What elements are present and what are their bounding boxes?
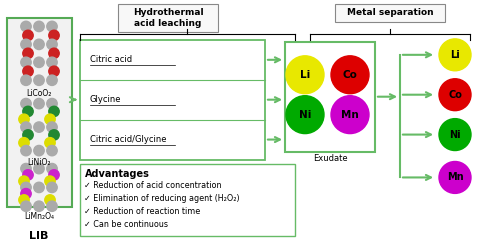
Circle shape: [21, 21, 31, 32]
Circle shape: [21, 57, 31, 68]
Circle shape: [49, 170, 59, 180]
Circle shape: [47, 145, 57, 156]
Text: Li: Li: [450, 50, 460, 60]
Text: Citric acid: Citric acid: [90, 55, 132, 64]
Circle shape: [21, 201, 31, 211]
Circle shape: [21, 182, 31, 193]
Circle shape: [45, 114, 55, 124]
Circle shape: [286, 56, 324, 94]
Circle shape: [23, 170, 33, 180]
FancyBboxPatch shape: [7, 18, 72, 207]
Text: Ni: Ni: [299, 110, 311, 120]
Text: Glycine: Glycine: [90, 95, 122, 104]
Circle shape: [23, 66, 33, 76]
Circle shape: [19, 114, 29, 124]
Text: Ni: Ni: [449, 130, 461, 140]
Circle shape: [49, 48, 59, 59]
Circle shape: [23, 106, 33, 117]
Text: ✓ Can be continuous: ✓ Can be continuous: [84, 220, 168, 229]
Circle shape: [47, 75, 57, 85]
Circle shape: [47, 201, 57, 211]
Circle shape: [21, 163, 31, 174]
FancyBboxPatch shape: [80, 40, 265, 160]
Circle shape: [21, 39, 31, 50]
Circle shape: [34, 122, 44, 132]
Circle shape: [34, 57, 44, 68]
Circle shape: [331, 96, 369, 133]
Circle shape: [47, 182, 57, 193]
Text: LiNiO₂: LiNiO₂: [27, 158, 51, 166]
Circle shape: [21, 145, 31, 156]
Circle shape: [34, 201, 44, 211]
Circle shape: [47, 163, 57, 174]
Text: Mn: Mn: [447, 173, 463, 183]
Text: ✓ Reduction of acid concentration: ✓ Reduction of acid concentration: [84, 182, 221, 190]
Text: LiCoO₂: LiCoO₂: [26, 89, 52, 98]
Circle shape: [47, 98, 57, 109]
Text: ✓ Reduction of reaction time: ✓ Reduction of reaction time: [84, 207, 200, 216]
Text: Mn: Mn: [341, 110, 359, 120]
Circle shape: [286, 96, 324, 133]
Circle shape: [23, 30, 33, 41]
Circle shape: [47, 39, 57, 50]
Text: ✓ Elimination of reducing agent (H₂O₂): ✓ Elimination of reducing agent (H₂O₂): [84, 194, 240, 203]
Circle shape: [439, 79, 471, 111]
Circle shape: [439, 39, 471, 71]
Circle shape: [21, 189, 31, 199]
Circle shape: [34, 163, 44, 174]
Circle shape: [45, 138, 55, 148]
Text: LIB: LIB: [29, 231, 49, 241]
Circle shape: [19, 195, 29, 205]
Circle shape: [45, 176, 55, 186]
Circle shape: [439, 162, 471, 193]
Circle shape: [21, 98, 31, 109]
Text: Advantages: Advantages: [85, 170, 150, 180]
Circle shape: [45, 195, 55, 205]
Text: Metal separation: Metal separation: [347, 9, 433, 18]
Circle shape: [49, 130, 59, 140]
Circle shape: [23, 130, 33, 140]
Text: Li: Li: [300, 70, 310, 80]
Circle shape: [47, 21, 57, 32]
Text: Co: Co: [448, 90, 462, 100]
Circle shape: [49, 30, 59, 41]
Circle shape: [47, 122, 57, 132]
Circle shape: [34, 75, 44, 85]
Text: Hydrothermal
acid leaching: Hydrothermal acid leaching: [133, 8, 203, 28]
Text: Citric acid/Glycine: Citric acid/Glycine: [90, 135, 167, 144]
Circle shape: [49, 66, 59, 76]
Circle shape: [34, 182, 44, 193]
Circle shape: [34, 145, 44, 156]
FancyBboxPatch shape: [285, 42, 375, 152]
FancyBboxPatch shape: [80, 164, 295, 236]
FancyBboxPatch shape: [335, 4, 445, 22]
Circle shape: [23, 48, 33, 59]
Circle shape: [21, 122, 31, 132]
Circle shape: [439, 119, 471, 151]
Circle shape: [34, 98, 44, 109]
FancyBboxPatch shape: [118, 4, 218, 32]
Circle shape: [34, 39, 44, 50]
Circle shape: [34, 21, 44, 32]
Circle shape: [19, 176, 29, 186]
Circle shape: [331, 56, 369, 94]
Circle shape: [49, 106, 59, 117]
Text: Exudate: Exudate: [313, 153, 347, 163]
Circle shape: [47, 57, 57, 68]
Text: LiMn₂O₄: LiMn₂O₄: [24, 212, 54, 221]
Circle shape: [21, 75, 31, 85]
Circle shape: [19, 138, 29, 148]
Text: Co: Co: [342, 70, 357, 80]
